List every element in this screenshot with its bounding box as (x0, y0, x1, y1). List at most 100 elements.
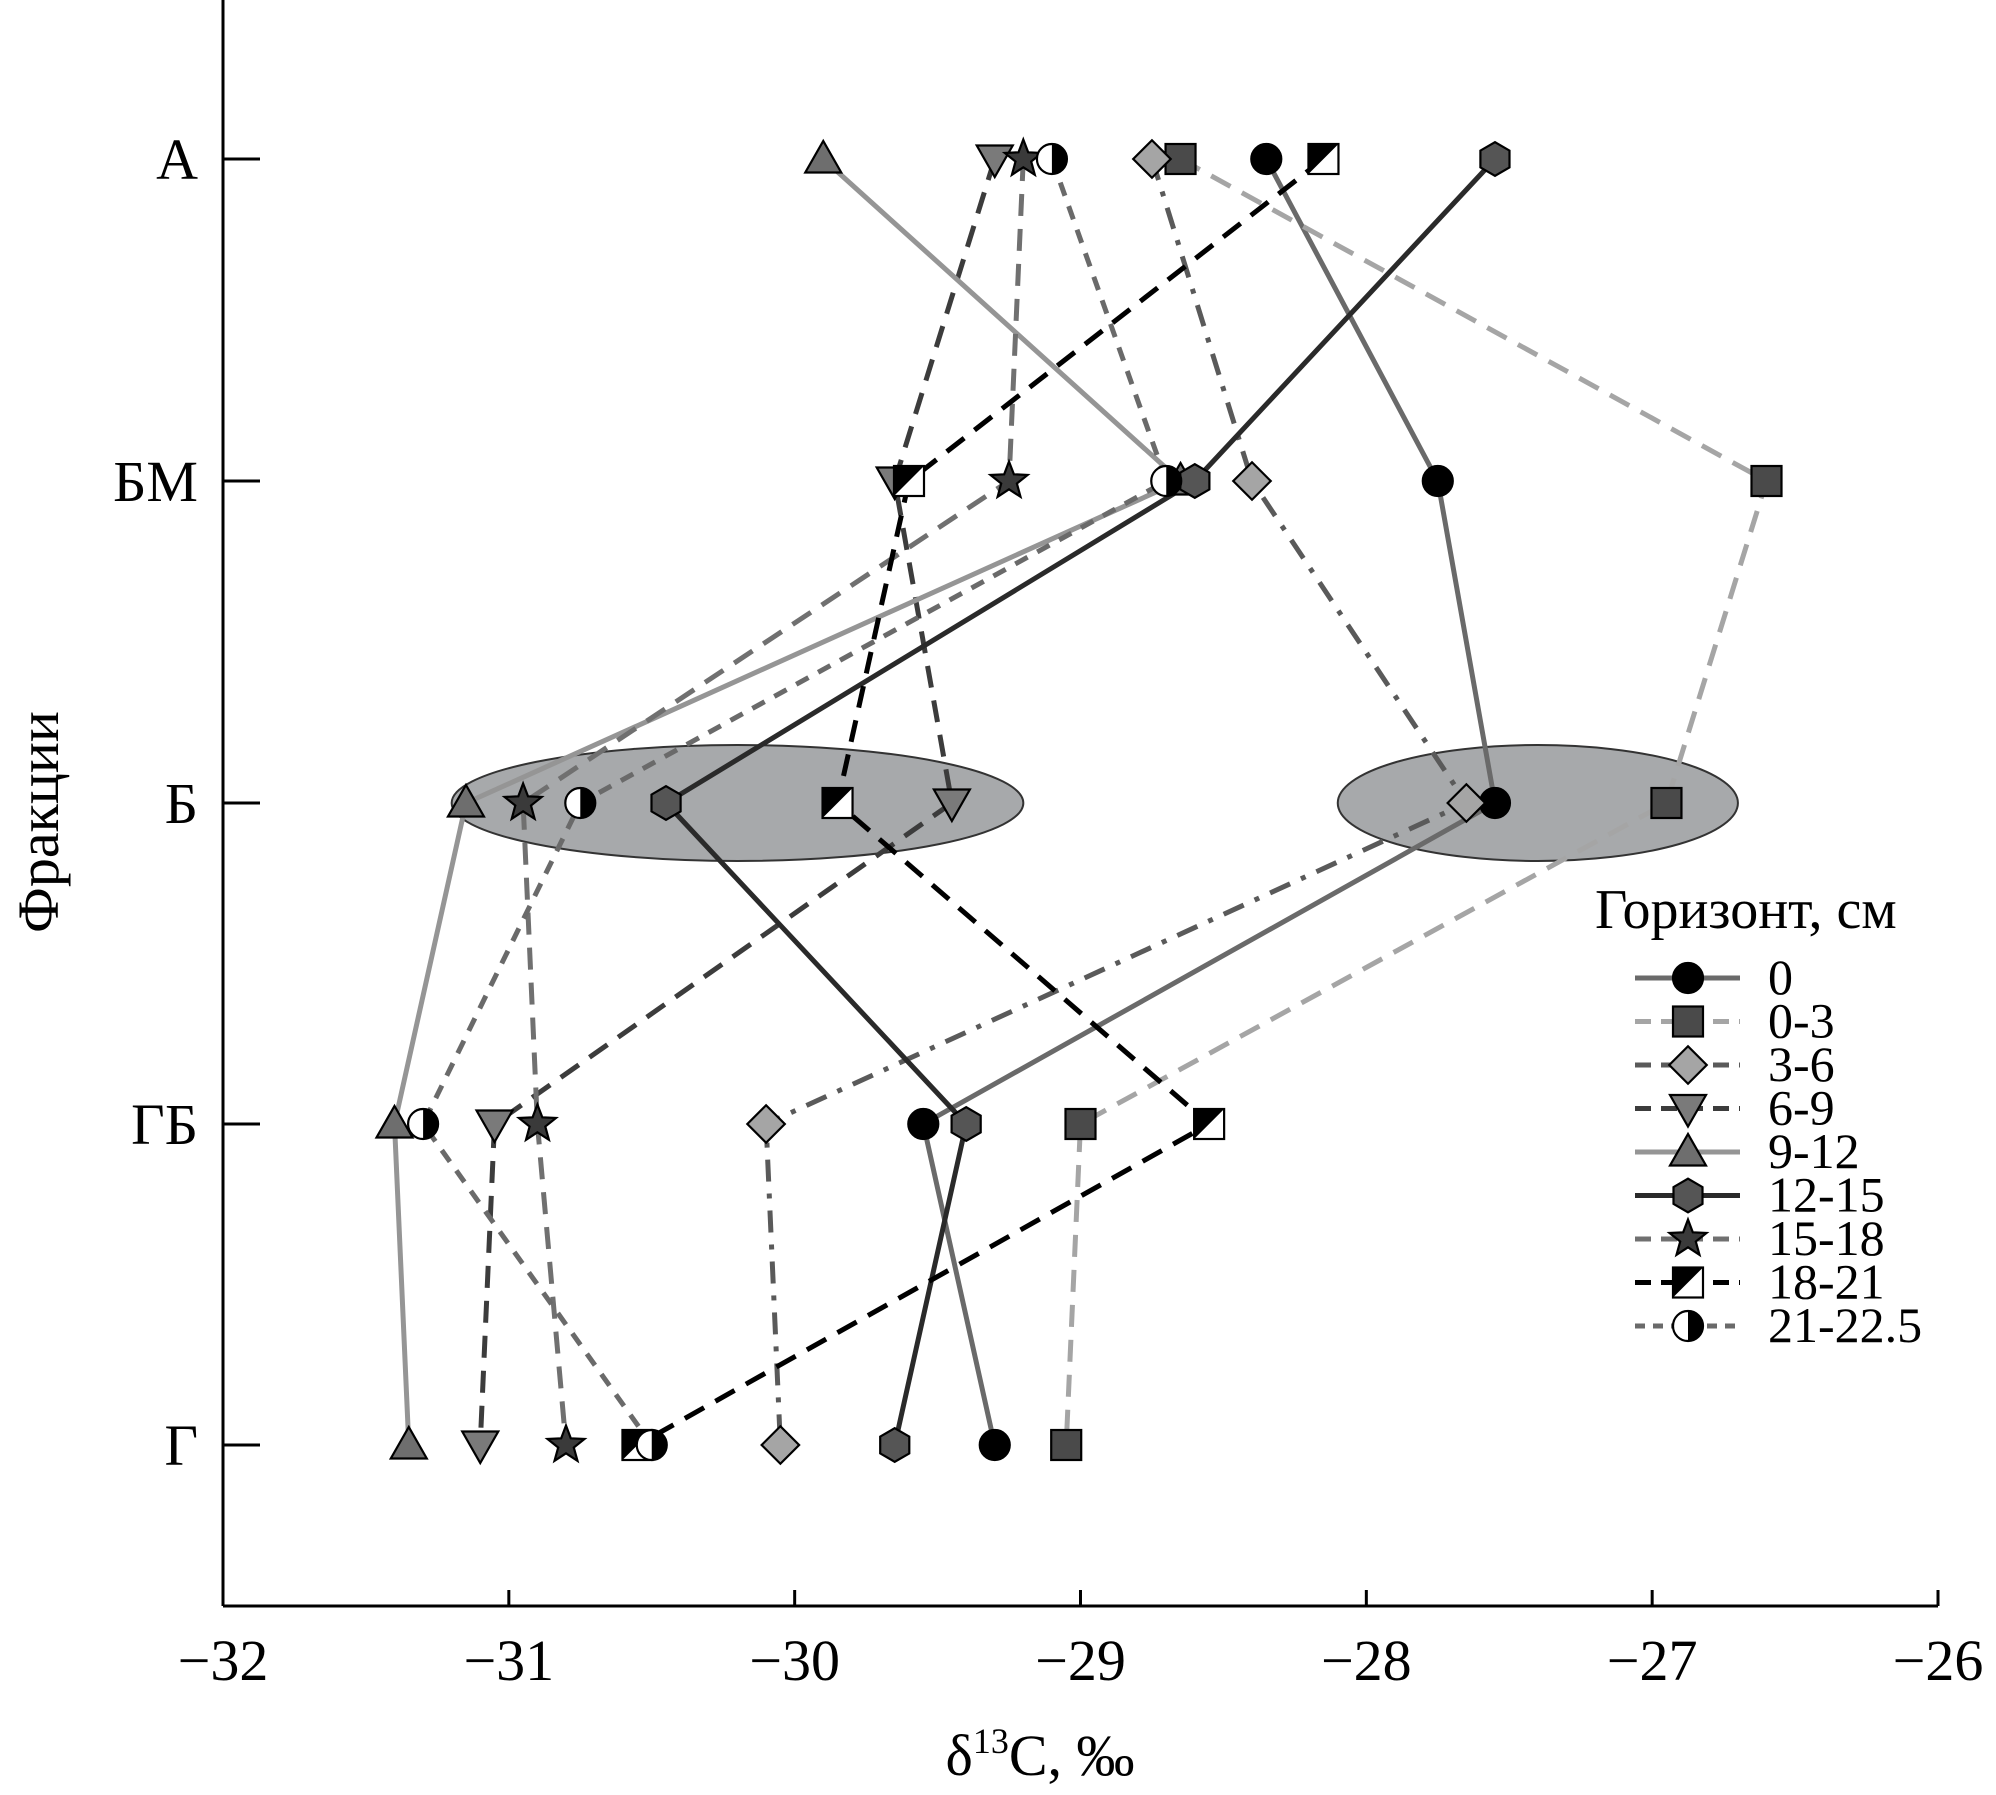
marker-half-square-border (1307, 142, 1340, 176)
y-tick-label: А (156, 127, 198, 192)
marker-half-square-fill (1194, 1109, 1225, 1139)
marker-half-square-fill (822, 788, 853, 818)
series-3-6-point-Г (760, 1424, 801, 1466)
legend-label-9-12: 9-12 (1768, 1123, 1860, 1179)
marker-half-circle-fill (1051, 144, 1067, 174)
x-tick-label: −32 (178, 1628, 269, 1693)
legend: Горизонт, см 00-33-66-99-1212-1515-1818-… (1595, 879, 1922, 1353)
legend-marker-0-3 (1671, 1005, 1705, 1038)
x-tick-label: −27 (1607, 1628, 1698, 1693)
series-21-22.5-point-Б (564, 786, 597, 820)
marker-half-circle-border (1035, 142, 1069, 176)
legend-marker-3-6 (1667, 1044, 1709, 1086)
series-6-9-point-А (974, 144, 1015, 180)
legend-marker-21-22.5 (1671, 1309, 1705, 1343)
series-0-3-point-БМ (1750, 464, 1783, 498)
marker-half-circle-fill (1688, 1311, 1703, 1341)
x-tick-label: −31 (463, 1628, 554, 1693)
series-9-12-point-А (803, 138, 844, 174)
legend-label-18-21: 18-21 (1768, 1254, 1885, 1310)
marker-half-circle-border (1150, 464, 1183, 498)
series-18-21-point-БМ (892, 464, 926, 498)
series-12-15-point-Г (879, 1426, 911, 1464)
legend-marker-18-21 (1671, 1266, 1705, 1299)
marker-half-square-border (821, 786, 854, 820)
marker-half-square-border (892, 464, 926, 498)
marker-half-circle-border (1671, 1309, 1705, 1343)
legend-label-3-6: 3-6 (1768, 1036, 1835, 1092)
series-18-21-point-Б (821, 786, 854, 820)
legend-marker-15-18 (1666, 1216, 1710, 1258)
marker-half-circle-fill (1166, 466, 1182, 496)
series-0-3-point-ГБ (1064, 1107, 1097, 1141)
series-18-21-point-ГБ (1193, 1107, 1226, 1141)
legend-label-15-18: 15-18 (1768, 1210, 1885, 1266)
series-12-15-point-ГБ (950, 1105, 982, 1143)
series-9-12-point-ГБ (374, 1103, 415, 1139)
x-tick-label: −26 (1893, 1628, 1984, 1693)
series-0-point-А (1250, 142, 1283, 176)
series-0-3-point-Г (1050, 1428, 1083, 1462)
series-12-15-point-А (1479, 140, 1511, 178)
series-21-22.5-point-А (1035, 142, 1069, 176)
y-axis-title: Фракции (6, 711, 71, 933)
x-tick-label: −29 (1035, 1628, 1126, 1693)
y-tick-label: ГБ (131, 1092, 198, 1157)
series-15-18-point-Б (501, 780, 545, 822)
series-3-6-point-БМ (1231, 460, 1273, 502)
series-3-6-point-ГБ (745, 1103, 787, 1145)
series-0-3-point-Б (1650, 786, 1683, 820)
series-3-6-point-А (1131, 138, 1173, 180)
highlight-region-2 (1336, 744, 1739, 862)
marker-half-circle-fill (580, 788, 596, 818)
marker-half-circle-fill (423, 1109, 439, 1139)
marker-half-square-fill (1673, 1267, 1703, 1298)
series-9-12-point-Б (446, 782, 486, 818)
marker-half-square-border (1193, 1107, 1226, 1141)
highlight-regions (450, 744, 1739, 862)
series-15-18-point-БМ (987, 458, 1031, 500)
marker-half-square-fill (1308, 144, 1339, 174)
legend-label-12-15: 12-15 (1768, 1167, 1885, 1223)
series-0-point-БМ (1421, 464, 1454, 498)
marker-half-circle-fill (651, 1430, 667, 1460)
series-line-6-9 (477, 158, 998, 1446)
x-ticks: −32 −31 −30 −29 −28 −27 −26 (178, 1590, 1984, 1693)
legend-label-6-9: 6-9 (1768, 1080, 1835, 1136)
marker-half-square-fill (894, 466, 924, 496)
legend-label-21-22.5: 21-22.5 (1768, 1297, 1922, 1353)
x-axis-title: δ13C, ‰ (945, 1721, 1134, 1788)
x-tick-label: −28 (1321, 1628, 1412, 1693)
series-15-18-point-Г (544, 1422, 588, 1464)
y-tick-label: Г (164, 1413, 198, 1478)
y-ticks: А БМ Б ГБ Г (113, 127, 260, 1478)
series-12-15-point-БМ (1179, 462, 1211, 500)
highlight-region-1 (450, 744, 1025, 862)
series-6-9-point-Г (460, 1430, 501, 1466)
marker-half-square-border (1671, 1266, 1705, 1299)
series-12-15-point-Б (650, 784, 682, 822)
legend-marker-6-9 (1668, 1093, 1708, 1129)
marker-half-circle-border (406, 1107, 440, 1141)
series-18-21-point-А (1307, 142, 1340, 176)
marker-half-circle-border (635, 1428, 668, 1462)
series-3-6-point-Б (1446, 782, 1487, 824)
y-tick-label: БМ (113, 449, 198, 514)
series-9-12-point-Г (388, 1424, 429, 1460)
series-line-15-18 (520, 158, 1026, 1446)
legend-marker-0 (1671, 961, 1705, 995)
legend-marker-9-12 (1668, 1131, 1708, 1167)
legend-marker-12-15 (1672, 1177, 1704, 1214)
series-21-22.5-point-ГБ (406, 1107, 440, 1141)
legend-title: Горизонт, см (1595, 879, 1897, 941)
series-6-9-point-Б (931, 788, 972, 824)
series-markers (374, 136, 1783, 1466)
y-tick-label: Б (165, 771, 198, 836)
series-21-22.5-point-БМ (1150, 464, 1183, 498)
marker-half-circle-border (564, 786, 597, 820)
series-0-point-ГБ (907, 1107, 940, 1141)
legend-label-0-3: 0-3 (1768, 993, 1835, 1049)
x-tick-label: −30 (749, 1628, 840, 1693)
series-6-9-point-ГБ (474, 1109, 515, 1145)
